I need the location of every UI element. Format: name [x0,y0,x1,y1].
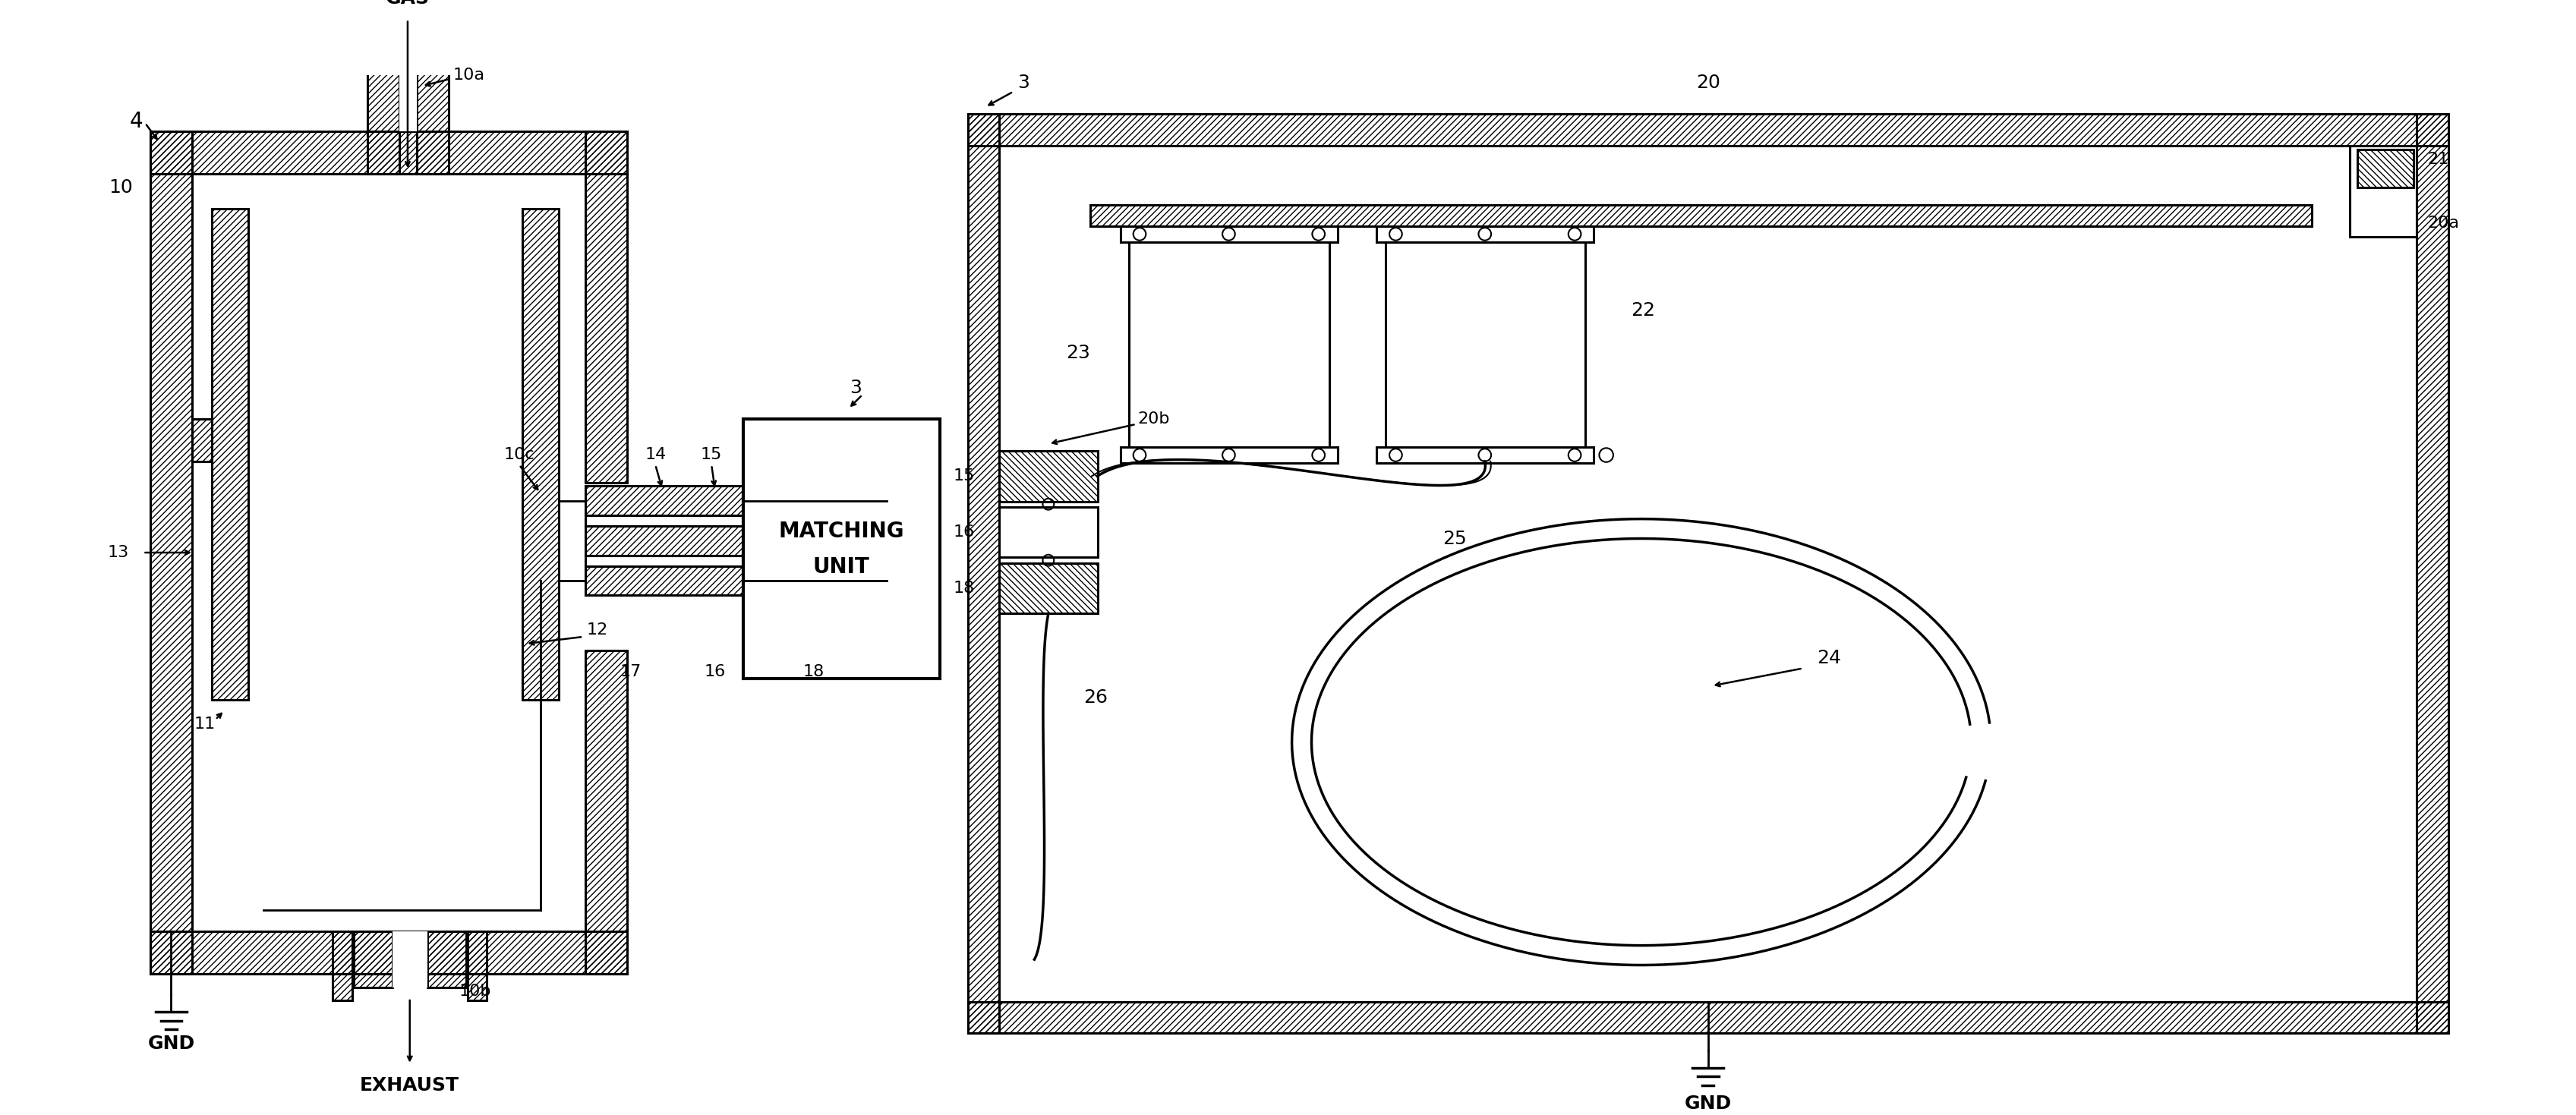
Text: 20a: 20a [2427,215,2460,231]
Bar [969,114,2447,146]
Bar [585,132,629,483]
Bar [466,931,487,1000]
Text: 18: 18 [953,581,974,595]
Bar [999,450,1097,502]
Bar [969,114,999,1034]
Bar [1121,226,1337,242]
Bar [428,931,466,988]
Bar [1121,447,1337,463]
Text: 21: 21 [2427,152,2450,167]
Bar [368,68,399,174]
Bar [585,566,886,595]
Bar [523,209,559,700]
Bar [585,486,886,515]
Bar [2357,149,2414,187]
Bar [466,931,487,1000]
Bar [417,68,448,174]
Bar [585,526,886,555]
Bar [585,515,886,526]
Bar [332,931,353,1000]
Text: 15: 15 [701,447,721,462]
Text: 23: 23 [1066,343,1090,361]
Text: 20: 20 [1695,74,1721,91]
Bar [999,563,1097,613]
Bar [353,931,392,988]
Bar [1090,205,2311,226]
Text: 10: 10 [108,178,131,197]
Bar [149,132,629,174]
Bar [149,132,193,973]
Bar [193,174,585,931]
Bar [211,209,247,700]
Text: 24: 24 [1816,649,1842,667]
Bar [368,68,399,174]
Text: 25: 25 [1443,530,1466,547]
Text: 15: 15 [953,468,974,484]
Text: 3: 3 [850,379,860,397]
Bar [969,1001,2447,1034]
Bar [969,114,999,1034]
Bar [1090,205,2311,226]
Text: 3: 3 [1018,74,1030,91]
Text: UNIT: UNIT [814,556,871,578]
Bar [523,209,559,700]
Text: 10b: 10b [459,983,492,999]
Text: EXHAUST: EXHAUST [361,1077,459,1095]
Bar [1128,242,1329,448]
Bar [585,651,629,973]
Bar [1376,447,1595,463]
Bar [428,931,466,988]
Bar [999,563,1097,613]
Bar [585,526,886,555]
Bar [193,419,211,462]
Text: 13: 13 [108,545,129,560]
Text: 17: 17 [621,665,641,679]
Bar [585,651,629,973]
Bar [1386,242,1584,448]
Text: GAS: GAS [386,0,430,8]
Bar [742,419,940,679]
Bar [332,931,353,1000]
Text: 12: 12 [587,622,608,638]
Bar [417,68,448,174]
Bar [999,450,1097,502]
Bar [2416,114,2447,1034]
Bar [149,132,193,973]
Text: GND: GND [147,1035,196,1053]
Bar [999,507,1097,558]
Bar [2416,114,2447,1034]
Text: 4: 4 [129,110,142,132]
Text: 16: 16 [953,525,974,540]
Bar [211,209,247,700]
Bar [149,132,629,174]
Bar [149,931,629,973]
Bar [585,566,886,595]
Text: 26: 26 [1084,689,1108,707]
Bar [1376,226,1595,242]
Bar [193,419,211,462]
Text: 22: 22 [1631,301,1656,320]
Text: 10c: 10c [505,447,536,462]
Bar [585,486,886,515]
Bar [2357,149,2414,187]
Bar [2349,146,2416,236]
Bar [585,132,629,483]
Bar [969,114,2447,146]
Text: 11: 11 [193,717,216,733]
Bar [353,931,392,988]
Text: 20b: 20b [1139,411,1170,427]
Bar [999,146,2416,1001]
Text: 14: 14 [644,447,667,462]
Text: MATCHING: MATCHING [778,521,904,542]
Bar [585,483,629,651]
Text: 10a: 10a [453,68,484,84]
Text: GND: GND [1685,1094,1731,1113]
Bar [149,931,629,973]
Bar [399,68,417,132]
Text: 16: 16 [703,665,726,679]
Bar [969,1001,2447,1034]
Text: 18: 18 [804,665,824,679]
Bar [392,931,428,988]
Bar [585,555,886,566]
